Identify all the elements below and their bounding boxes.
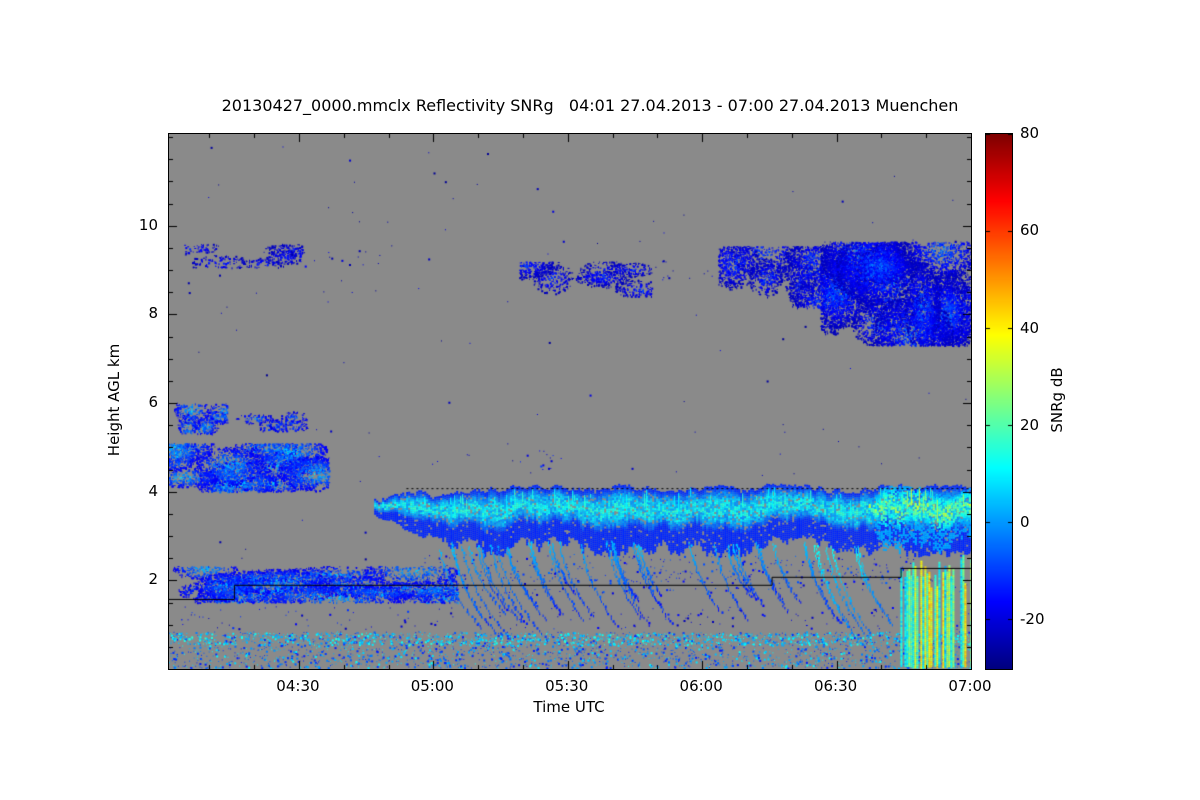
y-tick-label: 6 (148, 393, 158, 412)
y-tick-label: 2 (148, 570, 158, 589)
x-axis-label: Time UTC (533, 698, 605, 716)
x-tick-label: 07:00 (948, 677, 992, 695)
colorbar (985, 133, 1013, 670)
plot-area (168, 133, 972, 670)
colorbar-gradient-canvas (986, 134, 1012, 669)
x-tick-label: 05:30 (545, 677, 589, 695)
colorbar-tick-label: 40 (1020, 318, 1040, 337)
colorbar-tick-label: -20 (1020, 610, 1045, 629)
x-tick-label: 06:30 (813, 677, 858, 695)
y-tick-label: 4 (148, 481, 158, 500)
heatmap-canvas (169, 134, 971, 669)
x-tick-label: 04:30 (276, 677, 320, 695)
y-tick-label: 10 (138, 215, 158, 234)
x-tick-label: 06:00 (679, 677, 723, 695)
y-tick-label: 8 (148, 304, 158, 323)
colorbar-tick-label: 80 (1020, 124, 1040, 142)
chart-title: 20130427_0000.mmclx Reflectivity SNRg 04… (221, 96, 959, 115)
colorbar-label: SNRg dB (1048, 367, 1066, 433)
colorbar-tick-label: 0 (1020, 513, 1030, 532)
x-tick-label: 05:00 (410, 677, 454, 695)
colorbar-tick-label: 20 (1020, 415, 1040, 434)
colorbar-tick-label: 60 (1020, 221, 1040, 240)
